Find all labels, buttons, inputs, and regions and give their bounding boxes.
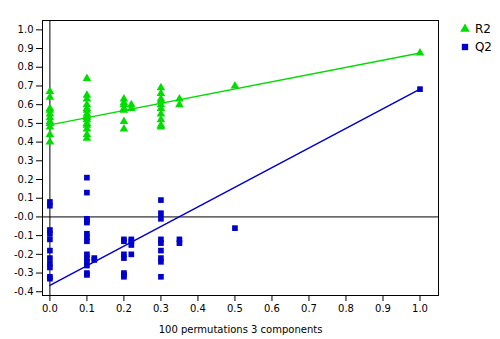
svg-text:0.2: 0.2 — [18, 174, 34, 185]
svg-text:0.8: 0.8 — [338, 303, 354, 314]
svg-text:0.3: 0.3 — [18, 155, 34, 166]
svg-text:0.5: 0.5 — [18, 118, 34, 129]
svg-text:0.3: 0.3 — [153, 303, 169, 314]
svg-text:-0.2: -0.2 — [14, 249, 34, 260]
svg-text:0.6: 0.6 — [18, 99, 34, 110]
svg-text:-0.3: -0.3 — [14, 267, 34, 278]
svg-text:0.7: 0.7 — [301, 303, 317, 314]
svg-text:0.8: 0.8 — [18, 61, 34, 72]
svg-text:0.9: 0.9 — [18, 43, 34, 54]
svg-text:0.4: 0.4 — [18, 136, 34, 147]
svg-text:0.4: 0.4 — [190, 303, 206, 314]
svg-text:0.7: 0.7 — [18, 80, 34, 91]
svg-text:-0.0: -0.0 — [14, 211, 34, 222]
svg-text:0.2: 0.2 — [116, 303, 132, 314]
svg-text:0.1: 0.1 — [79, 303, 95, 314]
html-text:Q2: Q2 — [474, 40, 492, 54]
svg-text:0.6: 0.6 — [264, 303, 280, 314]
svg-text:-0.4: -0.4 — [14, 286, 34, 297]
svg-text:1.0: 1.0 — [18, 24, 34, 35]
svg-text:0.5: 0.5 — [227, 303, 243, 314]
svg-text:-0.1: -0.1 — [14, 230, 34, 241]
html-text:R2: R2 — [474, 22, 491, 36]
svg-text:100 permutations 3 components: 100 permutations 3 components — [159, 324, 323, 335]
svg-text:1.0: 1.0 — [412, 303, 428, 314]
svg-text:0.1: 0.1 — [18, 192, 34, 203]
svg-text:0.9: 0.9 — [375, 303, 391, 314]
svg-text:0.0: 0.0 — [42, 303, 58, 314]
